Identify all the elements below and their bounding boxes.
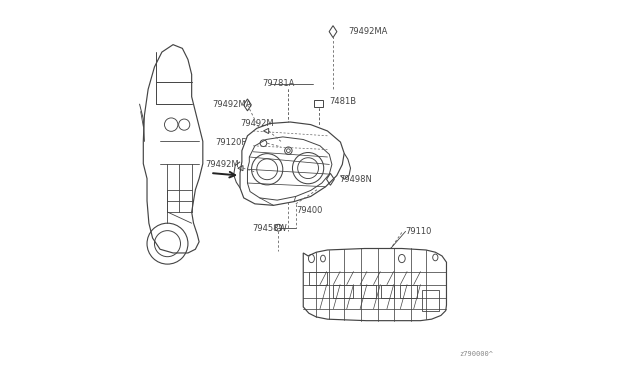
Text: z790000^: z790000^ (460, 351, 493, 357)
Text: 79492M: 79492M (206, 160, 239, 169)
Bar (422, 290, 439, 311)
Text: 79492MA: 79492MA (348, 27, 387, 36)
Text: 79492M: 79492M (240, 119, 274, 128)
Text: 79120F: 79120F (215, 138, 246, 147)
Bar (381, 285, 394, 298)
Bar (333, 285, 353, 298)
Text: 79110: 79110 (406, 227, 432, 236)
Text: 7481B: 7481B (330, 97, 356, 106)
Text: 79498N: 79498N (339, 175, 372, 184)
Bar (400, 285, 417, 298)
Text: 79458W: 79458W (252, 224, 287, 233)
Bar (361, 285, 376, 298)
Text: 79781A: 79781A (262, 79, 294, 88)
Bar (309, 272, 326, 285)
Text: 79492MA: 79492MA (212, 100, 252, 109)
Text: 79400: 79400 (296, 206, 322, 215)
